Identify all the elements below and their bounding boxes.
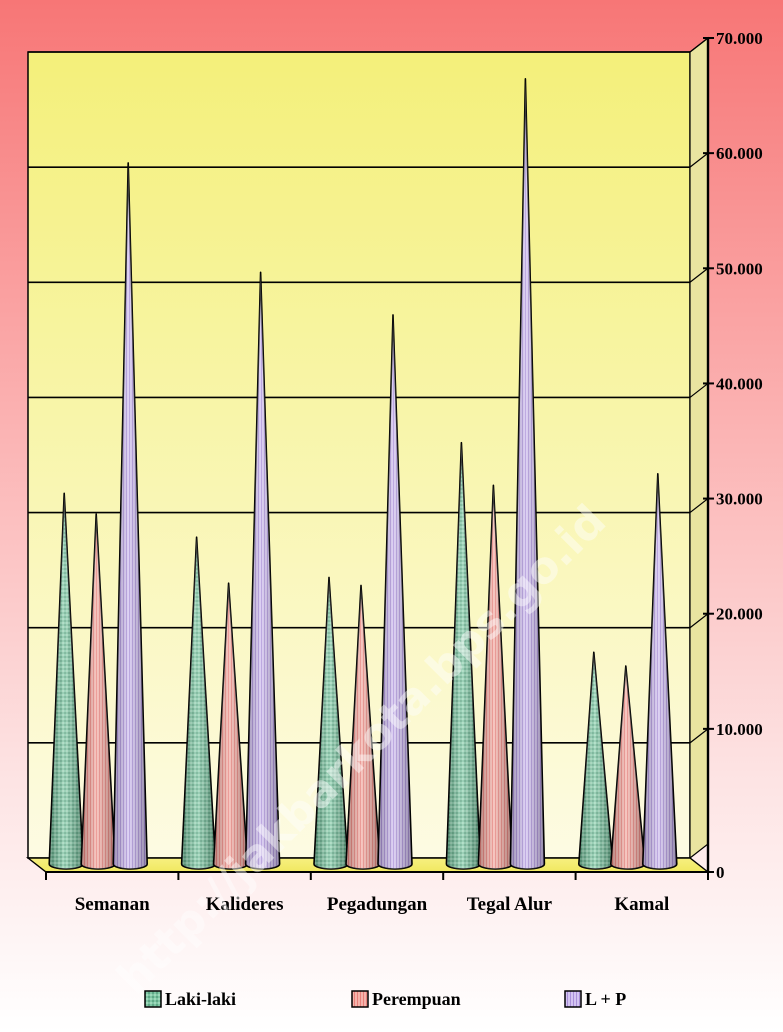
- y-tick-label-6: 60.000: [716, 144, 763, 163]
- y-tick-label-5: 50.000: [716, 259, 763, 278]
- x-tick-label-2: Pegadungan: [327, 894, 428, 915]
- legend-swatch-0: [144, 990, 162, 1008]
- y-axis: 0 10.000 20.000 30.000 40.000 50.000 60.000 70.…: [703, 29, 763, 882]
- y-tick-label-1: 10.000: [716, 720, 763, 739]
- x-tick-label-1: Kalideres: [206, 894, 284, 915]
- gridline-side-7: [689, 37, 709, 53]
- cone-semanan-2: [112, 162, 148, 870]
- cone-tegal-alur-2: [509, 78, 546, 870]
- legend-label-2: L + P: [585, 989, 626, 1009]
- legend-swatch-2: [564, 990, 582, 1008]
- x-tick-label-4: Kamal: [614, 894, 669, 915]
- legend-swatch-1: [351, 990, 369, 1008]
- cone-kalideres-2: [244, 271, 281, 870]
- y-tick-label-3: 30.000: [716, 490, 763, 509]
- y-tick-label-0: 0: [716, 863, 725, 882]
- y-tick-label-4: 40.000: [716, 374, 763, 393]
- gridline-side-6: [689, 152, 709, 168]
- legend-label-0: Laki-laki: [165, 989, 236, 1009]
- cone-kamal-2: [642, 472, 678, 870]
- legend-label-1: Perempuan: [372, 989, 461, 1009]
- gridline-side-1: [689, 728, 709, 744]
- cone-marks: [48, 78, 678, 870]
- y-tick-label-2: 20.000: [716, 605, 763, 624]
- x-axis: Semanan Kalideres Pegadungan Tegal Alur Kama…: [45, 871, 709, 915]
- gridline-side-2: [689, 613, 709, 629]
- y-tick-label-7: 70.000: [716, 29, 763, 48]
- legend: Laki-laki Perempuan L + P: [144, 989, 626, 1009]
- gridline-side-4: [689, 382, 709, 398]
- x-tick-label-3: Tegal Alur: [467, 894, 553, 915]
- cone-pegadungan-2: [377, 314, 413, 870]
- gridline-side-5: [689, 267, 709, 283]
- gridline-side-3: [689, 498, 709, 514]
- x-tick-label-0: Semanan: [75, 894, 150, 915]
- wall-side: [689, 36, 709, 860]
